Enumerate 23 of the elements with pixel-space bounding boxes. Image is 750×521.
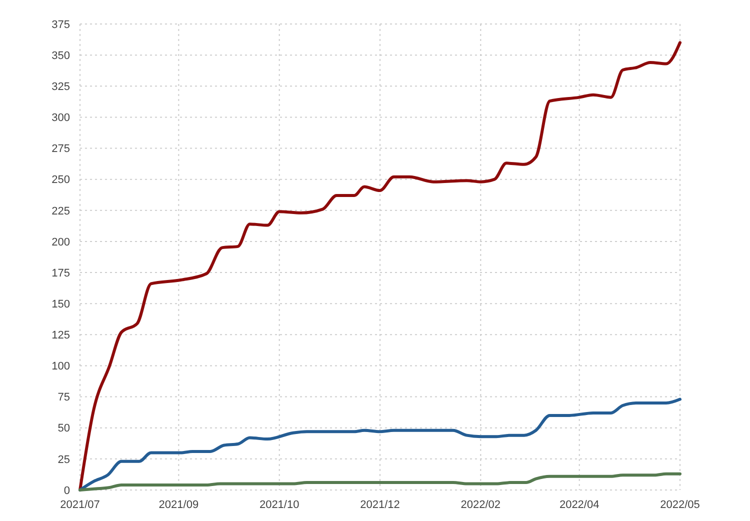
x-tick-label: 2021/07: [60, 499, 100, 511]
y-tick-label: 50: [58, 422, 70, 435]
y-tick-label: 300: [52, 112, 70, 124]
y-tick-label: 175: [52, 267, 70, 280]
y-tick-label: 225: [52, 205, 70, 218]
x-tick-label: 2021/12: [360, 499, 400, 511]
x-tick-label: 2022/05: [660, 499, 700, 511]
y-tick-label: 75: [58, 392, 70, 404]
y-tick-label: 325: [52, 80, 70, 93]
y-tick-label: 200: [52, 236, 70, 248]
x-tick-label: 2021/10: [259, 499, 300, 511]
y-tick-label: 250: [52, 174, 70, 186]
x-tick-label: 2022/02: [460, 499, 501, 511]
x-tick-label: 2021/09: [158, 499, 199, 511]
y-tick-label: 25: [58, 454, 70, 466]
y-tick-label: 150: [52, 298, 70, 310]
y-tick-label: 275: [52, 143, 70, 156]
x-tick-label: 2022/04: [559, 499, 600, 511]
y-tick-label: 350: [52, 50, 70, 62]
y-tick-label: 0: [64, 484, 70, 497]
y-tick-label: 125: [52, 330, 70, 342]
y-tick-label: 375: [52, 18, 70, 31]
y-tick-label: 100: [52, 360, 70, 373]
